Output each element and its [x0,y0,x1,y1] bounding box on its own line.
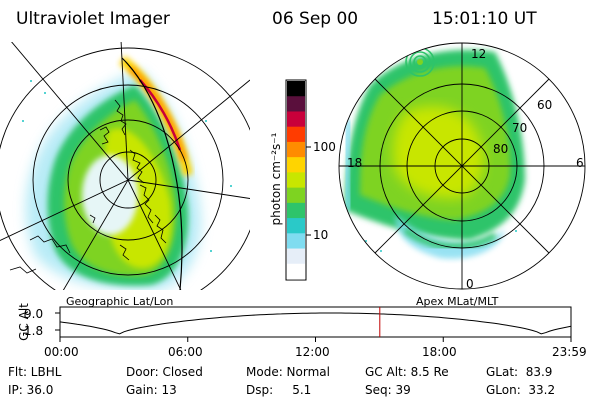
status-glat: GLat: 83.9 [486,365,553,379]
mlt-label-18: 18 [347,156,363,170]
geographic-panel-label: Geographic Lat/Lon [66,295,174,308]
mlat-label-60: 60 [537,98,553,112]
polar-grid [338,42,586,290]
colorbar-segment [287,187,305,204]
status-gcalt: GC Alt: 8.5 Re [365,365,449,379]
colorbar-segment [287,218,305,234]
status-dsp: Dsp: 5.1 [246,383,312,397]
geographic-image [0,42,250,290]
mlt-label-12: 12 [471,47,487,61]
status-seq: Seq: 39 [365,383,411,397]
mlat-label-70: 70 [512,121,528,135]
status-glon: GLon: 33.2 [486,383,556,397]
time-tick-0600: 06:00 [168,345,203,359]
colorbar-segment [287,202,305,219]
altitude-plot [55,306,572,342]
status-ip: IP: 36.0 [8,383,54,397]
colorbar-segment [287,172,305,189]
mlt-label-0: 0 [466,277,474,291]
mlt-label-6: 6 [576,156,584,170]
colorbar-segment [287,81,305,97]
status-gain: Gain: 13 [126,383,177,397]
time-label: 15:01:10 UT [432,9,537,29]
time-tick-1800: 18:00 [422,345,457,359]
altitude-ytick-9: 9.0 [24,307,44,321]
date-label: 06 Sep 00 [272,9,359,29]
time-tick-2359: 23:59 [552,345,587,359]
colorbar-tick-100: 100 [313,140,336,154]
colorbar-segment [287,263,305,280]
colorbar-segment [287,157,305,173]
status-flt: Flt: LBHL [8,365,62,379]
colorbar-segment [287,96,305,113]
instrument-title: Ultraviolet Imager [16,9,170,29]
altitude-ytick-1-8: 1.8 [24,324,44,338]
apex-image [341,47,525,259]
colorbar-segment [287,126,305,143]
colorbar-segment [287,111,305,128]
colorbar-segment [287,248,305,265]
mlat-label-80: 80 [493,142,509,156]
colorbar-segment [287,141,305,158]
time-tick-1200: 12:00 [295,345,330,359]
status-door: Door: Closed [126,365,203,379]
colorbar [285,79,311,281]
colorbar-unit-label: photon cm⁻²s⁻¹ [269,132,283,226]
status-mode: Mode: Normal [246,365,330,379]
time-tick-0000: 00:00 [44,345,79,359]
apex-panel-label: Apex MLat/MLT [416,295,499,308]
colorbar-tick-10: 10 [313,228,329,242]
colorbar-segment [287,233,305,250]
